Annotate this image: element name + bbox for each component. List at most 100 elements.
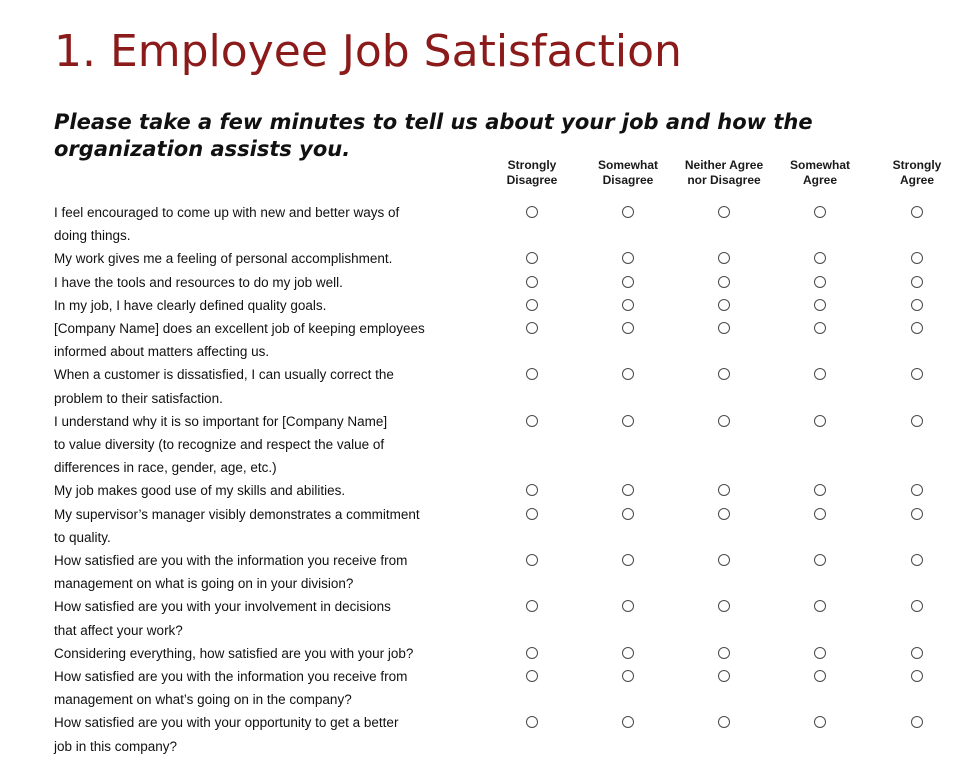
- radio-strongly-disagree[interactable]: [526, 484, 538, 497]
- radio-somewhat-disagree[interactable]: [622, 368, 634, 381]
- radio-strongly-disagree[interactable]: [526, 206, 538, 218]
- radio-neither[interactable]: [718, 206, 730, 218]
- radio-somewhat-disagree[interactable]: [622, 554, 634, 567]
- radio-somewhat-disagree[interactable]: [622, 206, 634, 218]
- column-header-somewhat-agree: Somewhat Agree: [789, 158, 850, 187]
- column-header-strongly-disagree: Strongly Disagree: [506, 158, 558, 187]
- radio-strongly-disagree[interactable]: [526, 414, 538, 427]
- question-text: My work gives me a feeling of personal a…: [54, 251, 393, 267]
- radio-somewhat-agree[interactable]: [814, 206, 826, 218]
- radio-somewhat-disagree[interactable]: [622, 646, 634, 659]
- radio-strongly-agree[interactable]: [911, 507, 923, 520]
- radio-somewhat-agree[interactable]: [814, 414, 826, 427]
- radio-strongly-disagree[interactable]: [526, 716, 538, 729]
- radio-somewhat-agree[interactable]: [814, 507, 826, 520]
- radio-strongly-disagree[interactable]: [526, 600, 538, 613]
- question-text: My supervisor’s manager visibly demonstr…: [54, 506, 420, 545]
- radio-somewhat-agree[interactable]: [814, 600, 826, 613]
- radio-strongly-agree[interactable]: [911, 414, 923, 427]
- question-text: In my job, I have clearly defined qualit…: [54, 297, 327, 313]
- radio-strongly-agree[interactable]: [911, 670, 923, 683]
- question-row: Considering everything, how satisfied ar…: [0, 642, 975, 665]
- radio-somewhat-disagree[interactable]: [622, 252, 634, 265]
- radio-somewhat-disagree[interactable]: [622, 275, 634, 288]
- radio-strongly-disagree[interactable]: [526, 368, 538, 381]
- radio-strongly-disagree[interactable]: [526, 252, 538, 265]
- radio-strongly-agree[interactable]: [911, 716, 923, 729]
- radio-strongly-agree[interactable]: [911, 206, 923, 218]
- radio-strongly-disagree[interactable]: [526, 507, 538, 520]
- question-row: I have the tools and resources to do my …: [0, 271, 975, 294]
- radio-somewhat-agree[interactable]: [814, 275, 826, 288]
- question-text: I have the tools and resources to do my …: [54, 274, 343, 290]
- radio-neither[interactable]: [718, 600, 730, 613]
- radio-somewhat-agree[interactable]: [814, 484, 826, 497]
- survey-instructions: Please take a few minutes to tell us abo…: [54, 110, 813, 161]
- question-row: My job makes good use of my skills and a…: [0, 479, 975, 502]
- radio-neither[interactable]: [718, 252, 730, 265]
- radio-strongly-agree[interactable]: [911, 275, 923, 288]
- question-list: I feel encouraged to come up with new an…: [0, 201, 975, 758]
- radio-somewhat-disagree[interactable]: [622, 484, 634, 497]
- radio-somewhat-disagree[interactable]: [622, 507, 634, 520]
- radio-somewhat-agree[interactable]: [814, 554, 826, 567]
- question-row: My work gives me a feeling of personal a…: [0, 247, 975, 270]
- radio-neither[interactable]: [718, 414, 730, 427]
- question-text: [Company Name] does an excellent job of …: [54, 321, 425, 360]
- radio-somewhat-agree[interactable]: [814, 368, 826, 381]
- radio-neither[interactable]: [718, 507, 730, 520]
- radio-strongly-agree[interactable]: [911, 298, 923, 311]
- question-text: I feel encouraged to come up with new an…: [54, 205, 400, 244]
- radio-somewhat-disagree[interactable]: [622, 414, 634, 427]
- radio-somewhat-agree[interactable]: [814, 298, 826, 311]
- radio-somewhat-agree[interactable]: [814, 670, 826, 683]
- radio-neither[interactable]: [718, 646, 730, 659]
- radio-strongly-disagree[interactable]: [526, 275, 538, 288]
- radio-strongly-agree[interactable]: [911, 554, 923, 567]
- radio-somewhat-disagree[interactable]: [622, 716, 634, 729]
- radio-strongly-disagree[interactable]: [526, 322, 538, 335]
- radio-strongly-agree[interactable]: [911, 646, 923, 659]
- radio-neither[interactable]: [718, 275, 730, 288]
- radio-neither[interactable]: [718, 368, 730, 381]
- radio-strongly-disagree[interactable]: [526, 298, 538, 311]
- radio-somewhat-agree[interactable]: [814, 716, 826, 729]
- radio-somewhat-agree[interactable]: [814, 252, 826, 265]
- radio-somewhat-disagree[interactable]: [622, 298, 634, 311]
- radio-neither[interactable]: [718, 670, 730, 683]
- question-text: My job makes good use of my skills and a…: [54, 483, 346, 499]
- radio-somewhat-disagree[interactable]: [622, 600, 634, 613]
- radio-neither[interactable]: [718, 322, 730, 335]
- question-row: When a customer is dissatisfied, I can u…: [0, 363, 975, 409]
- question-text: How satisfied are you with your opportun…: [54, 715, 399, 754]
- radio-strongly-disagree[interactable]: [526, 646, 538, 659]
- radio-strongly-agree[interactable]: [911, 322, 923, 335]
- column-header-somewhat-disagree: Somewhat Disagree: [597, 158, 658, 187]
- radio-somewhat-disagree[interactable]: [622, 670, 634, 683]
- question-row: My supervisor’s manager visibly demonstr…: [0, 503, 975, 549]
- radio-neither[interactable]: [718, 716, 730, 729]
- question-text: How satisfied are you with your involvem…: [54, 599, 391, 638]
- question-row: How satisfied are you with your opportun…: [0, 711, 975, 757]
- radio-somewhat-disagree[interactable]: [622, 322, 634, 335]
- radio-strongly-agree[interactable]: [911, 368, 923, 381]
- radio-neither[interactable]: [718, 554, 730, 567]
- question-row: How satisfied are you with your involvem…: [0, 595, 975, 641]
- question-row: I feel encouraged to come up with new an…: [0, 201, 975, 247]
- question-row: I understand why it is so important for …: [0, 410, 975, 480]
- radio-strongly-agree[interactable]: [911, 484, 923, 497]
- question-row: How satisfied are you with the informati…: [0, 665, 975, 711]
- radio-strongly-agree[interactable]: [911, 600, 923, 613]
- radio-neither[interactable]: [718, 484, 730, 497]
- column-header-neither: Neither Agree nor Disagree: [684, 158, 764, 187]
- radio-somewhat-agree[interactable]: [814, 322, 826, 335]
- radio-somewhat-agree[interactable]: [814, 646, 826, 659]
- radio-strongly-agree[interactable]: [911, 252, 923, 265]
- radio-strongly-disagree[interactable]: [526, 554, 538, 567]
- question-row: [Company Name] does an excellent job of …: [0, 317, 975, 363]
- radio-strongly-disagree[interactable]: [526, 670, 538, 683]
- question-text: How satisfied are you with the informati…: [54, 553, 408, 592]
- radio-neither[interactable]: [718, 298, 730, 311]
- question-text: I understand why it is so important for …: [54, 413, 388, 476]
- question-row: How satisfied are you with the informati…: [0, 549, 975, 595]
